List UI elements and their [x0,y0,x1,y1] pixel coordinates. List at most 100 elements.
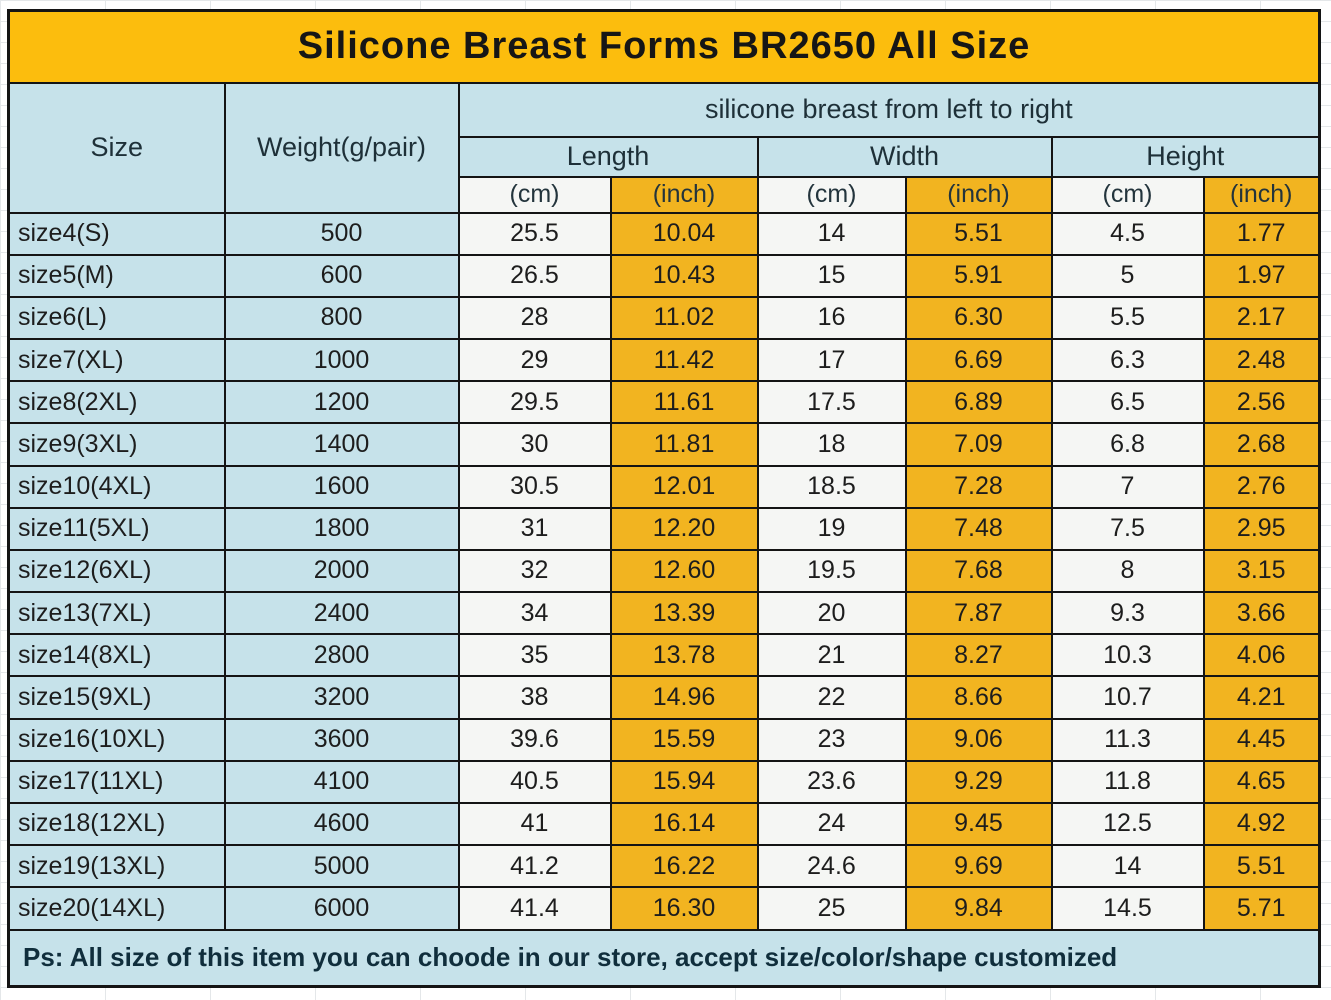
height-cm-cell: 8 [1050,548,1205,594]
table-row: size10(4XL) 1600 30.5 12.01 18.5 7.28 7 2.76 [7,464,1321,509]
size-cell: size14(8XL) [7,633,226,678]
length-inch-cell: 14.96 [609,675,759,720]
height-cm-cell: 9.3 [1050,591,1205,636]
table-header: Silicone Breast Forms BR2650 All Size Si… [7,9,1321,214]
width-cm-cell: 17.5 [756,380,907,425]
width-cm-cell: 19 [756,506,907,551]
length-cm-cell: 30 [457,422,612,467]
height-inch-cell: 2.56 [1202,380,1321,425]
weight-cell: 6000 [223,886,460,931]
height-cm-cell: 6.8 [1050,422,1205,467]
width-inch-cell: 9.69 [904,844,1053,889]
length-inch-cell: 15.94 [609,759,759,804]
length-cm-cell: 38 [457,675,612,720]
width-cm-cell: 24 [756,801,907,847]
table-row: size16(10XL) 3600 39.6 15.59 23 9.06 11.3 4.45 [7,717,1321,762]
length-cm-cell: 39.6 [457,717,612,762]
height-cm-cell: 11.8 [1050,759,1205,804]
length-inch-cell: 12.01 [609,464,759,509]
length-cm-cell: 41.4 [457,886,612,931]
weight-cell: 800 [223,295,460,341]
header-group-row: Size Weight(g/pair) silicone breast from… [7,81,1321,214]
height-cm-cell: 10.3 [1050,633,1205,678]
table-row: size5(M) 600 26.5 10.43 15 5.91 5 1.97 [7,253,1321,298]
length-inch-cell: 12.20 [609,506,759,551]
width-inch-cell: 8.27 [904,633,1053,678]
table-row: size19(13XL) 5000 41.2 16.22 24.6 9.69 14 5.51 [7,844,1321,889]
height-cm-cell: 6.3 [1050,338,1205,383]
length-cm-cell: 40.5 [457,759,612,804]
size-cell: size9(3XL) [7,422,226,467]
width-inch-cell: 6.89 [904,380,1053,425]
height-inch-cell: 4.21 [1202,675,1321,720]
height-inch-cell: 2.95 [1202,506,1321,551]
table-row: size13(7XL) 2400 34 13.39 20 7.87 9.3 3.66 [7,591,1321,636]
table-row: size6(L) 800 28 11.02 16 6.30 5.5 2.17 [7,295,1321,341]
size-cell: size17(11XL) [7,759,226,804]
length-inch-cell: 10.43 [609,253,759,298]
width-inch-cell: 9.06 [904,717,1053,762]
width-inch-cell: 7.48 [904,506,1053,551]
size-cell: size11(5XL) [7,506,226,551]
height-inch-cell: 5.51 [1202,844,1321,889]
table-row: size17(11XL) 4100 40.5 15.94 23.6 9.29 11.8 4.6… [7,759,1321,804]
size-cell: size20(14XL) [7,886,226,931]
width-cm-cell: 23 [756,717,907,762]
length-inch-cell: 12.60 [609,548,759,594]
height-inch-cell: 2.76 [1202,464,1321,509]
width-inch-cell: 6.69 [904,338,1053,383]
footer-note: Ps: All size of this item you can choode… [7,928,1321,988]
size-cell: size16(10XL) [7,717,226,762]
size-cell: size4(S) [7,211,226,256]
weight-cell: 1600 [223,464,460,509]
unit-header-height-cm: (cm) [1050,175,1205,214]
height-inch-cell: 5.71 [1202,886,1321,931]
width-inch-cell: 9.84 [904,886,1053,931]
height-inch-cell: 3.66 [1202,591,1321,636]
height-cm-cell: 7 [1050,464,1205,509]
size-cell: size6(L) [7,295,226,341]
height-cm-cell: 14.5 [1050,886,1205,931]
table-row: size12(6XL) 2000 32 12.60 19.5 7.68 8 3.15 [7,548,1321,594]
width-cm-cell: 15 [756,253,907,298]
table-title: Silicone Breast Forms BR2650 All Size [7,9,1321,84]
height-inch-cell: 4.65 [1202,759,1321,804]
height-inch-cell: 4.45 [1202,717,1321,762]
weight-cell: 2400 [223,591,460,636]
length-cm-cell: 35 [457,633,612,678]
length-inch-cell: 11.42 [609,338,759,383]
width-inch-cell: 8.66 [904,675,1053,720]
table-body: size4(S) 500 25.5 10.04 14 5.51 4.5 1.77 size5(M… [7,211,1321,931]
weight-cell: 500 [223,211,460,256]
unit-header-width-inch: (inch) [904,175,1053,214]
height-cm-cell: 5.5 [1050,295,1205,341]
height-cm-cell: 12.5 [1050,801,1205,847]
length-inch-cell: 16.14 [609,801,759,847]
height-inch-cell: 3.15 [1202,548,1321,594]
length-inch-cell: 16.22 [609,844,759,889]
unit-header-width-cm: (cm) [756,175,907,214]
width-cm-cell: 20 [756,591,907,636]
length-inch-cell: 11.81 [609,422,759,467]
width-inch-cell: 5.51 [904,211,1053,256]
weight-cell: 1400 [223,422,460,467]
width-inch-cell: 7.28 [904,464,1053,509]
height-inch-cell: 4.92 [1202,801,1321,847]
table-row: size18(12XL) 4600 41 16.14 24 9.45 12.5 4.92 [7,801,1321,847]
table-row: size20(14XL) 6000 41.4 16.30 25 9.84 14.5 5.71 [7,886,1321,931]
size-cell: size18(12XL) [7,801,226,847]
length-cm-cell: 28 [457,295,612,341]
width-inch-cell: 7.68 [904,548,1053,594]
weight-cell: 3200 [223,675,460,720]
table-row: size11(5XL) 1800 31 12.20 19 7.48 7.5 2.95 [7,506,1321,551]
weight-cell: 1800 [223,506,460,551]
title-row: Silicone Breast Forms BR2650 All Size [7,9,1321,84]
length-inch-cell: 15.59 [609,717,759,762]
height-cm-cell: 5 [1050,253,1205,298]
col-header-height: Height [1050,135,1321,178]
length-cm-cell: 31 [457,506,612,551]
weight-cell: 4100 [223,759,460,804]
length-cm-cell: 41 [457,801,612,847]
size-cell: size7(XL) [7,338,226,383]
col-header-length: Length [457,135,759,178]
